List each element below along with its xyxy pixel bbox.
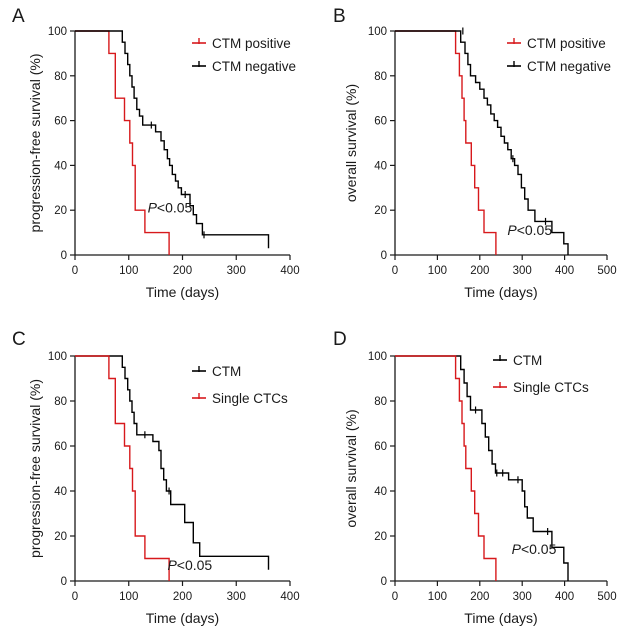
panel-d-p-value-annotation: P<0.05 [512, 541, 557, 557]
panel-d-y-tick-label: 100 [368, 351, 387, 363]
panel-d-x-tick-label: 500 [597, 591, 616, 603]
panel-b-x-tick-label: 400 [555, 265, 574, 277]
panel-b-x-tick-label: 500 [597, 265, 616, 277]
panel-a-y-tick-label: 40 [54, 160, 67, 172]
panel-a-p-value-text: <0.05 [157, 199, 193, 215]
panel-c-p-value-symbol: P [167, 557, 177, 573]
panel-c-y-tick-label: 80 [54, 396, 67, 408]
panel-c-p-value-text: <0.05 [177, 557, 213, 573]
panel-d-legend-entry: Single CTCs [493, 380, 589, 395]
panel-d-legend-entry: CTM [493, 353, 542, 368]
panel-d-y-tick-label: 0 [381, 576, 387, 588]
panel-d: D 0 20 40 60 80 100 0 100 200 300 400 500 Time (days)… [333, 329, 617, 626]
panel-c-x-tick-label: 100 [119, 591, 138, 603]
panel-a-series-2-line [75, 30, 270, 249]
panel-c-x-tick-label: 300 [227, 591, 246, 603]
panel-c: C 0 20 40 60 80 100 0 100 200 300 400 Time (days) pro… [12, 329, 300, 626]
panel-a-x-tick-label: 400 [280, 265, 299, 277]
panel-c-letter: C [12, 329, 26, 350]
panel-c-x-tick-label: 200 [173, 591, 192, 603]
panel-d-p-value-text: <0.05 [521, 541, 557, 557]
panel-b-y-tick-label: 20 [374, 205, 387, 217]
panel-a-x-tick-label: 100 [119, 265, 138, 277]
panel-c-series-1-line [75, 355, 270, 570]
panel-c-y-tick-label: 0 [61, 576, 67, 588]
panel-d-y-tick-label: 40 [374, 486, 387, 498]
panel-b-y-axis-label: overall survival (%) [343, 84, 359, 202]
panel-b-series-1-line [395, 30, 497, 255]
panel-d-x-tick-label: 300 [513, 591, 532, 603]
panel-b-y-tick-label: 100 [368, 26, 387, 38]
panel-c-x-tick-label: 0 [72, 591, 78, 603]
panel-c-p-value-annotation: P<0.05 [167, 557, 212, 573]
panel-d-series-1-line [395, 355, 569, 581]
panel-a-y-tick-label: 60 [54, 116, 67, 128]
panel-b-series-2-line [395, 30, 569, 255]
panel-a-legend-label: CTM positive [212, 36, 291, 51]
panel-b-y-tick-label: 60 [374, 116, 387, 128]
panel-c-y-tick-label: 60 [54, 441, 67, 453]
panel-a-y-tick-label: 100 [48, 26, 67, 38]
panel-c-x-tick-label: 400 [280, 591, 299, 603]
panel-a-x-axis-label: Time (days) [146, 284, 219, 300]
panel-a-y-tick-label: 20 [54, 205, 67, 217]
panel-b-y-tick-label: 80 [374, 71, 387, 83]
panel-b-p-value-text: <0.05 [517, 222, 553, 238]
panel-a-p-value-annotation: P<0.05 [148, 199, 193, 215]
panel-d-y-tick-label: 80 [374, 396, 387, 408]
panel-b-y-tick-label: 0 [381, 250, 387, 262]
panel-b-x-tick-label: 0 [392, 265, 398, 277]
panel-a-legend-label: CTM negative [212, 59, 296, 74]
panel-b-x-axis-label: Time (days) [464, 284, 537, 300]
panel-b-x-tick-label: 200 [470, 265, 489, 277]
panel-d-x-tick-label: 400 [555, 591, 574, 603]
panel-d-y-tick-label: 20 [374, 531, 387, 543]
panel-a-letter: A [12, 6, 25, 27]
panel-a-p-value-symbol: P [148, 199, 158, 215]
panel-d-y-tick-label: 60 [374, 441, 387, 453]
panel-d-p-value-symbol: P [512, 541, 522, 557]
panel-d-letter: D [333, 329, 347, 350]
panel-c-legend-entry: Single CTCs [192, 391, 288, 406]
panel-a: A 0 20 40 60 80 100 0 100 200 300 400 Time (days) pro… [12, 6, 300, 300]
panel-c-legend-entry: CTM [192, 364, 241, 379]
panel-c-y-tick-label: 100 [48, 351, 67, 363]
panel-c-y-tick-label: 40 [54, 486, 67, 498]
panel-c-series-2-line [75, 355, 170, 581]
panel-d-legend-label: Single CTCs [513, 380, 589, 395]
panel-a-y-tick-label: 80 [54, 71, 67, 83]
panel-d-x-tick-label: 0 [392, 591, 398, 603]
panel-a-legend-entry: CTM negative [192, 59, 296, 74]
panel-d-legend-label: CTM [513, 353, 542, 368]
panel-b-p-value-symbol: P [507, 222, 517, 238]
panel-b-p-value-annotation: P<0.05 [507, 222, 552, 238]
panel-d-x-tick-label: 100 [428, 591, 447, 603]
panel-d-y-axis-label: overall survival (%) [343, 409, 359, 527]
panel-b-legend-label: CTM negative [527, 59, 611, 74]
panel-c-x-axis-label: Time (days) [146, 610, 219, 626]
panel-b-legend-entry: CTM positive [507, 36, 606, 51]
panel-c-legend-label: CTM [212, 364, 241, 379]
panel-a-x-tick-label: 300 [227, 265, 246, 277]
panel-c-legend-label: Single CTCs [212, 391, 288, 406]
panel-d-x-axis-label: Time (days) [464, 610, 537, 626]
panel-a-x-tick-label: 200 [173, 265, 192, 277]
panel-b-x-tick-label: 100 [428, 265, 447, 277]
panel-a-legend-entry: CTM positive [192, 36, 291, 51]
panel-c-y-axis-label: progression-free survival (%) [27, 379, 43, 558]
panel-b: B 0 20 40 60 80 100 0 100 200 300 400 500 Time (days)… [333, 6, 617, 300]
panel-a-y-tick-label: 0 [61, 250, 67, 262]
panel-a-y-axis-label: progression-free survival (%) [27, 54, 43, 233]
panel-b-y-tick-label: 40 [374, 160, 387, 172]
panel-d-series-2-line [395, 355, 497, 581]
panel-b-legend-label: CTM positive [527, 36, 606, 51]
panel-c-y-tick-label: 20 [54, 531, 67, 543]
panel-d-x-tick-label: 200 [470, 591, 489, 603]
panel-b-x-tick-label: 300 [513, 265, 532, 277]
panel-a-series-1-line [75, 30, 170, 255]
panel-b-letter: B [333, 6, 346, 27]
panel-b-legend-entry: CTM negative [507, 59, 611, 74]
panel-a-x-tick-label: 0 [72, 265, 78, 277]
